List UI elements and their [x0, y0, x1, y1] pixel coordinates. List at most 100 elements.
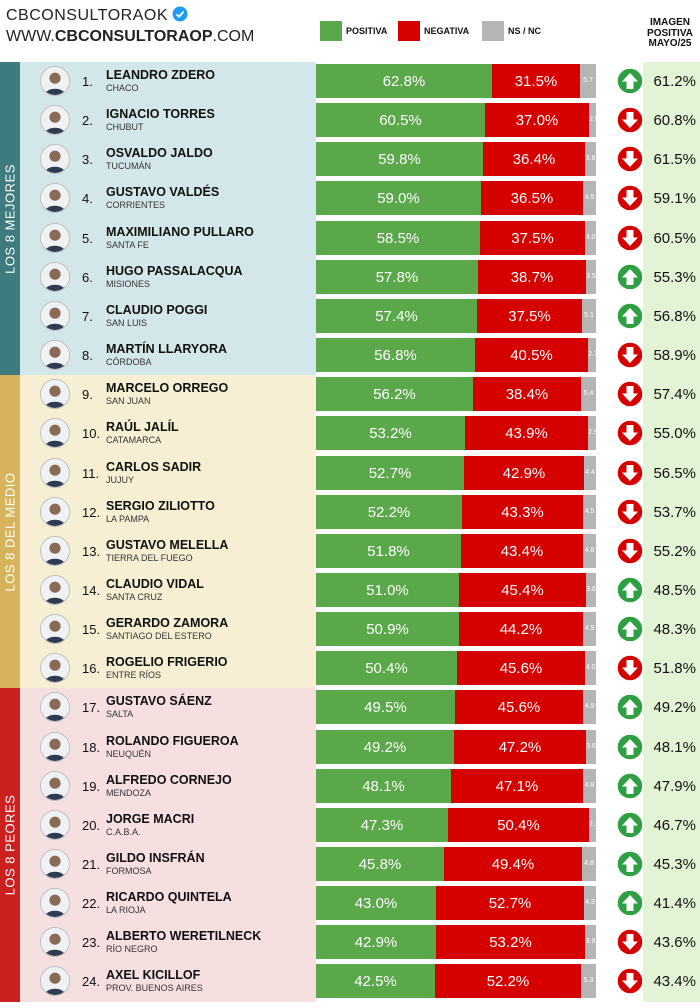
bar-nsnc: 2.5	[589, 103, 599, 138]
province-name: NEUQUÉN	[106, 748, 152, 759]
data-label-nsnc: 4.5	[584, 194, 595, 202]
imagen-positiva-cell: 48.3%	[644, 612, 700, 647]
imagen-positiva-cell: 46.7%	[644, 807, 700, 842]
rank-number: 21.	[82, 857, 101, 872]
bar-negativa: 31.5%	[492, 64, 580, 98]
imagen-header-line: IMAGEN	[650, 17, 690, 28]
bar-positiva: 53.2%	[316, 416, 465, 451]
governor-name: GUSTAVO SÁENZ	[106, 694, 212, 709]
data-label-nsnc: 4.5	[584, 507, 595, 515]
governor-name: ROGELIO FRIGERIO	[106, 655, 228, 670]
person-icon	[41, 262, 69, 291]
rank-number: 11.	[82, 465, 100, 481]
verified-badge-icon	[172, 6, 188, 22]
data-label-nsnc: 5.7	[583, 77, 593, 84]
province-name: C.A.B.A.	[106, 826, 141, 837]
rank-number: 20.	[82, 817, 101, 833]
rank-number: 10.	[82, 426, 101, 442]
rank-number: 3.	[82, 152, 93, 168]
data-label-negativa: 49.4%	[491, 856, 535, 873]
person-icon	[41, 419, 69, 448]
imagen-positiva-cell: 55.3%	[644, 259, 700, 294]
governor-name: GUSTAVO VALDÉS	[106, 185, 220, 200]
governor-name: CLAUDIO VIDAL	[106, 576, 204, 591]
brand-site[interactable]: WWW.CBCONSULTORAOP.COM	[6, 28, 254, 46]
imagen-header-line: POSITIVA	[647, 27, 693, 39]
bar-nsnc: 4.0	[585, 651, 596, 686]
bar-positiva: 60.5%	[316, 103, 485, 138]
rank-number: 8.	[82, 348, 93, 364]
bar-negativa: 44.2%	[459, 612, 583, 647]
bar-negativa: 45.4%	[459, 572, 586, 607]
bar-positiva: 62.8%	[316, 64, 492, 98]
province-name: JUJUY	[106, 474, 135, 485]
group-label: LOS 8 DEL MEDIO	[2, 472, 18, 592]
province-name: SANTA FE	[106, 239, 149, 250]
data-label-nsnc: 3.8	[585, 155, 596, 163]
person-icon	[41, 380, 69, 409]
arrow-up-icon	[616, 693, 644, 722]
data-label-nsnc: 4.4	[585, 468, 595, 476]
bar-negativa: 45.6%	[455, 690, 583, 725]
imagen-positiva-value: 55.0%	[653, 425, 696, 443]
arrow-up-icon	[616, 576, 644, 604]
brand-site-prefix: WWW.	[6, 28, 55, 45]
data-label-positiva: 43.0%	[354, 895, 398, 913]
bar-negativa: 36.4%	[483, 142, 585, 177]
arrow-up-icon	[616, 850, 644, 878]
bar-negativa: 38.7%	[478, 259, 586, 294]
governor-name: ALFREDO CORNEJO	[106, 772, 232, 787]
person-icon	[41, 497, 69, 526]
rank-number: 18.	[82, 739, 101, 755]
rank-number: 7.	[82, 308, 93, 324]
avatar	[40, 340, 70, 371]
bar-nsnc: 4.9	[583, 690, 596, 725]
arrow-down-icon	[616, 537, 644, 565]
data-label-nsnc: 4.3	[585, 899, 595, 907]
table-row: 17. GUSTAVO SÁENZ SALTA 49.5% 45.6% 4.9 49.2%	[20, 688, 700, 727]
governor-name: AXEL KICILLOF	[106, 968, 201, 983]
data-label-nsnc: 3.5	[586, 272, 596, 280]
province-name: CORRIENTES	[106, 200, 166, 211]
arrow-up-icon	[616, 889, 644, 917]
imagen-positiva-value: 43.4%	[653, 973, 696, 991]
avatar	[40, 731, 70, 762]
data-label-negativa: 38.4%	[505, 386, 549, 404]
bar-negativa: 36.5%	[481, 181, 583, 216]
data-label-positiva: 57.4%	[375, 307, 418, 325]
data-label-negativa: 43.4%	[500, 542, 544, 560]
avatar	[40, 966, 70, 997]
imagen-positiva-value: 60.5%	[653, 229, 696, 247]
data-label-negativa: 43.9%	[505, 425, 548, 443]
province-name: CHUBUT	[106, 122, 144, 133]
data-label-positiva: 47.3%	[360, 816, 404, 834]
province-name: CÓRDOBA	[106, 357, 152, 368]
governor-name: RICARDO QUINTELA	[106, 890, 232, 905]
imagen-positiva-value: 48.5%	[653, 581, 696, 599]
table-row: 23. ALBERTO WERETILNECK RÍO NEGRO 42.9% 53.2…	[20, 923, 700, 962]
data-label-positiva: 57.8%	[375, 268, 419, 286]
data-label-nsnc: 4.8	[584, 546, 595, 554]
data-label-positiva: 59.0%	[377, 190, 420, 208]
bar-nsnc: 4.0	[585, 220, 596, 255]
table-row: 22. RICARDO QUINTELA LA RIOJA 43.0% 52.7% 4.3…	[20, 884, 700, 923]
bar-negativa: 43.9%	[465, 416, 588, 451]
bar-negativa: 43.4%	[461, 533, 583, 568]
group-label: LOS 8 MEJORES	[2, 163, 18, 274]
arrow-up-icon	[616, 302, 644, 330]
bar-negativa: 43.3%	[462, 494, 583, 529]
table-row: 5. MAXIMILIANO PULLARO SANTA FE 58.5% 37.5% 4…	[20, 219, 700, 258]
governor-name: MARCELO ORREGO	[106, 381, 229, 396]
imagen-positiva-cell: 48.1%	[644, 729, 700, 764]
table-row: 1. LEANDRO ZDERO CHACO 62.8% 31.5% 5.7 61.2%	[20, 62, 700, 101]
governor-name: GERARDO ZAMORA	[106, 616, 229, 631]
governor-name: LEANDRO ZDERO	[106, 68, 216, 82]
avatar	[40, 144, 70, 175]
bar-nsnc: 4.8	[582, 847, 596, 881]
governor-name: HUGO PASSALACQUA	[106, 263, 243, 278]
imagen-positiva-cell: 58.9%	[644, 338, 700, 373]
data-label-positiva: 45.8%	[358, 856, 402, 873]
governor-name: OSVALDO JALDO	[106, 146, 213, 161]
imagen-positiva-cell: 56.8%	[644, 298, 700, 333]
arrow-up-icon	[616, 732, 644, 761]
